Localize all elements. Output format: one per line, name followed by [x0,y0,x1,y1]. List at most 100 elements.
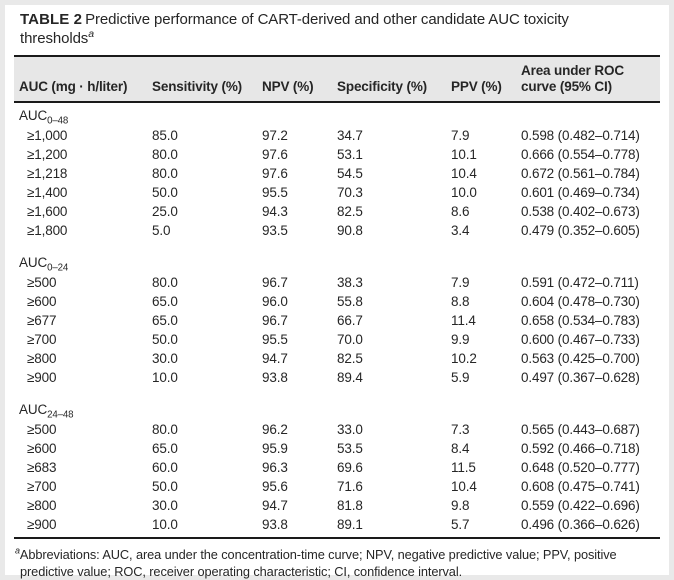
sensitivity-cell: 80.0 [152,422,178,437]
npv-cell: 97.2 [262,128,288,143]
auc-threshold-cell: ≥500 [27,422,57,437]
table-row: ≥800 30.0 94.7 81.8 9.8 0.559 (0.422–0.696) [14,496,660,515]
roc-auc-cell: 0.538 (0.402–0.673) [521,204,640,219]
roc-auc-cell: 0.559 (0.422–0.696) [521,498,640,513]
table-row: ≥700 50.0 95.5 70.0 9.9 0.600 (0.467–0.733) [14,330,660,349]
ppv-cell: 8.4 [451,441,470,456]
column-header-specificity: Specificity (%) [337,56,451,103]
specificity-cell: 70.0 [337,332,363,347]
npv-cell: 94.7 [262,498,288,513]
specificity-cell: 89.4 [337,370,363,385]
specificity-cell: 89.1 [337,517,363,532]
footnote: aAbbreviations: AUC, area under the conc… [15,546,651,580]
roc-auc-cell: 0.592 (0.466–0.718) [521,441,640,456]
specificity-cell: 34.7 [337,128,363,143]
ppv-cell: 10.2 [451,351,477,366]
table-row: ≥683 60.0 96.3 69.6 11.5 0.648 (0.520–0.777) [14,458,660,477]
specificity-cell: 38.3 [337,275,363,290]
npv-cell: 95.9 [262,441,288,456]
table-number: TABLE 2 [20,11,83,28]
table-row: ≥1,200 80.0 97.6 53.1 10.1 0.666 (0.554–0.778… [14,145,660,164]
caption-footnote-marker: a [88,28,94,40]
sensitivity-cell: 80.0 [152,275,178,290]
npv-cell: 94.3 [262,204,288,219]
auc-threshold-cell: ≥600 [27,441,57,456]
sensitivity-cell: 50.0 [152,185,178,200]
ppv-cell: 8.8 [451,294,470,309]
npv-cell: 96.7 [262,275,288,290]
column-header-roc-auc: Area under ROC curve (95% CI) [521,56,660,103]
ppv-cell: 5.7 [451,517,470,532]
auc-threshold-cell: ≥700 [27,332,57,347]
ppv-cell: 7.9 [451,275,470,290]
ppv-cell: 10.4 [451,166,477,181]
footnote-marker: a [15,545,20,556]
specificity-cell: 70.3 [337,185,363,200]
sensitivity-cell: 50.0 [152,479,178,494]
specificity-cell: 66.7 [337,313,363,328]
column-header-npv: NPV (%) [262,56,337,103]
npv-cell: 96.0 [262,294,288,309]
auc-threshold-cell: ≥500 [27,275,57,290]
auc-threshold-cell: ≥700 [27,479,57,494]
table-row: ≥1,600 25.0 94.3 82.5 8.6 0.538 (0.402–0.673) [14,202,660,221]
roc-auc-cell: 0.672 (0.561–0.784) [521,166,640,181]
sensitivity-cell: 25.0 [152,204,178,219]
footnote-text: Abbreviations: AUC, area under the conce… [19,547,617,579]
ppv-cell: 9.9 [451,332,470,347]
sensitivity-cell: 5.0 [152,223,171,238]
sensitivity-cell: 30.0 [152,351,178,366]
auc-threshold-cell: ≥1,600 [27,204,68,219]
specificity-cell: 33.0 [337,422,363,437]
npv-cell: 96.2 [262,422,288,437]
column-header-auc-threshold: AUC (mg · h/liter) [14,56,152,103]
sensitivity-cell: 10.0 [152,517,178,532]
specificity-cell: 53.1 [337,147,363,162]
roc-auc-cell: 0.600 (0.467–0.733) [521,332,640,347]
sensitivity-cell: 30.0 [152,498,178,513]
sensitivity-cell: 65.0 [152,313,178,328]
table-caption: TABLE 2 Predictive performance of CART-de… [20,10,605,48]
npv-cell: 93.8 [262,517,288,532]
ppv-cell: 3.4 [451,223,470,238]
roc-auc-cell: 0.608 (0.475–0.741) [521,479,640,494]
table-row: ≥600 65.0 95.9 53.5 8.4 0.592 (0.466–0.718) [14,439,660,458]
npv-cell: 96.3 [262,460,288,475]
table-row: ≥900 10.0 93.8 89.4 5.9 0.497 (0.367–0.628) [14,368,660,387]
table-row: ≥800 30.0 94.7 82.5 10.2 0.563 (0.425–0.700) [14,349,660,368]
specificity-cell: 82.5 [337,204,363,219]
roc-auc-cell: 0.601 (0.469–0.734) [521,185,640,200]
sensitivity-cell: 80.0 [152,166,178,181]
sensitivity-cell: 10.0 [152,370,178,385]
sensitivity-cell: 65.0 [152,294,178,309]
npv-cell: 95.5 [262,332,288,347]
ppv-cell: 7.3 [451,422,470,437]
ppv-cell: 10.4 [451,479,477,494]
auc-threshold-cell: ≥900 [27,517,57,532]
npv-cell: 93.8 [262,370,288,385]
roc-auc-cell: 0.658 (0.534–0.783) [521,313,640,328]
column-header-ppv: PPV (%) [451,56,521,103]
roc-auc-cell: 0.496 (0.366–0.626) [521,517,640,532]
specificity-cell: 55.8 [337,294,363,309]
ppv-cell: 10.0 [451,185,477,200]
specificity-cell: 82.5 [337,351,363,366]
specificity-cell: 54.5 [337,166,363,181]
npv-cell: 96.7 [262,313,288,328]
specificity-cell: 81.8 [337,498,363,513]
sensitivity-cell: 50.0 [152,332,178,347]
auc-threshold-cell: ≥1,800 [27,223,68,238]
auc-threshold-cell: ≥600 [27,294,57,309]
roc-auc-cell: 0.648 (0.520–0.777) [521,460,640,475]
table-row: ≥900 10.0 93.8 89.1 5.7 0.496 (0.366–0.626) [14,515,660,538]
npv-cell: 95.5 [262,185,288,200]
table-row: ≥700 50.0 95.6 71.6 10.4 0.608 (0.475–0.741) [14,477,660,496]
sensitivity-cell: 60.0 [152,460,178,475]
npv-cell: 97.6 [262,166,288,181]
auc-threshold-cell: ≥1,218 [27,166,68,181]
ppv-cell: 9.8 [451,498,470,513]
npv-cell: 95.6 [262,479,288,494]
roc-auc-cell: 0.666 (0.554–0.778) [521,147,640,162]
roc-auc-cell: 0.497 (0.367–0.628) [521,370,640,385]
